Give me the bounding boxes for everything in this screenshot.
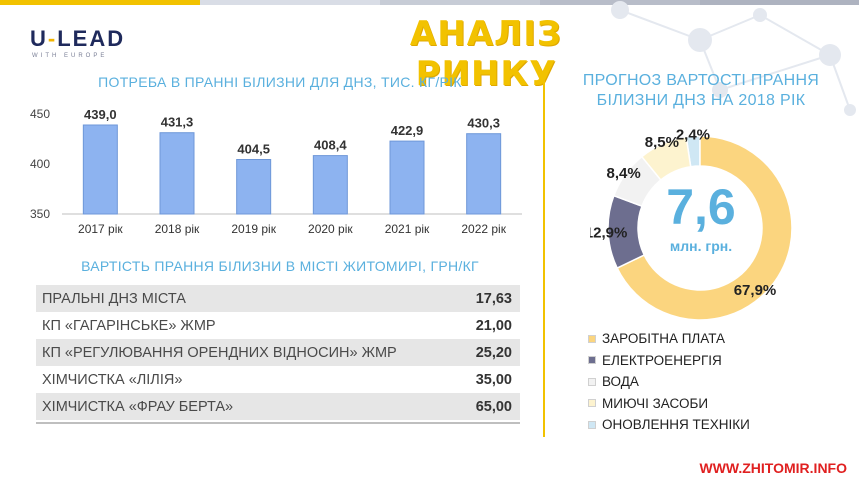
- table-bottom-border: [36, 422, 520, 424]
- slice-percent-label: 12,9%: [590, 224, 627, 241]
- legend-item: МИЮЧІ ЗАСОБИ: [588, 393, 750, 415]
- demand-bar-chart: 350 400 450 439,0 2017 рік 431,3 2018 рік 404,5…: [30, 107, 522, 236]
- row-name: ХІМЧИСТКА «ЛІЛІЯ»: [42, 371, 183, 388]
- x-tick-label: 2020 рік: [308, 222, 353, 236]
- x-tick-label: 2022 рік: [461, 222, 506, 236]
- x-tick-label: 2017 рік: [78, 222, 123, 236]
- legend-swatch: [588, 377, 596, 386]
- price-table: ПРАЛЬНІ ДНЗ МІСТА 17,63 КП «ГАГАРІНСЬКЕ»…: [36, 285, 520, 424]
- x-tick-label: 2019 рік: [231, 222, 276, 236]
- bar: [466, 133, 502, 215]
- strip-segment: [700, 0, 859, 5]
- legend-item: ОНОВЛЕННЯ ТЕХНІКИ: [588, 414, 750, 436]
- y-tick-label: 400: [30, 157, 50, 171]
- legend-item: ЕЛЕКТРОЕНЕРГІЯ: [588, 350, 750, 372]
- row-value: 25,20: [475, 344, 512, 361]
- logo-dash: -: [47, 26, 58, 51]
- logo-subtitle: WITH EUROPE: [32, 53, 108, 59]
- section-divider: [543, 75, 545, 437]
- bar-data-label: 404,5: [237, 142, 270, 157]
- x-tick-label: 2021 рік: [385, 222, 430, 236]
- y-tick-label: 350: [30, 207, 50, 221]
- legend-swatch: [588, 399, 596, 408]
- strip-segment: [380, 0, 540, 5]
- legend-label: ЕЛЕКТРОЕНЕРГІЯ: [602, 352, 722, 368]
- bar-chart-title: ПОТРЕБА В ПРАННІ БІЛИЗНИ ДЛЯ ДНЗ, ТИС. К…: [98, 74, 462, 90]
- legend-swatch: [588, 420, 596, 429]
- legend-label: ВОДА: [602, 374, 639, 390]
- logo-text-right: LEAD: [57, 26, 126, 51]
- bar: [82, 124, 118, 215]
- strip-segment: [0, 0, 200, 5]
- donut-title-line1: ПРОГНОЗ ВАРТОСТІ ПРАННЯ: [582, 72, 820, 89]
- legend-label: МИЮЧІ ЗАСОБИ: [602, 395, 709, 411]
- page-title: АНАЛІЗ РИНКУ: [409, 14, 563, 94]
- strip-segment: [540, 0, 700, 5]
- slice-percent-label: 67,9%: [734, 282, 777, 299]
- bar: [389, 140, 425, 215]
- u-lead-logo: U-LEAD WITH EUROPE: [30, 26, 125, 59]
- legend-label: ЗАРОБІТНА ПЛАТА: [602, 331, 726, 347]
- donut-slice: [640, 136, 692, 182]
- donut-slice: [616, 135, 793, 321]
- row-value: 17,63: [475, 290, 512, 307]
- table-row: КП «РЕГУЛЮВАННЯ ОРЕНДНИХ ВІДНОСИН» ЖМР 2…: [36, 339, 520, 366]
- row-value: 21,00: [475, 317, 512, 334]
- slice-percent-label: 8,4%: [607, 165, 641, 182]
- row-value: 35,00: [475, 371, 512, 388]
- logo-wordmark: U-LEAD: [30, 26, 125, 52]
- strip-segment: [200, 0, 380, 5]
- bar: [312, 155, 348, 215]
- top-color-strip: [0, 0, 859, 5]
- logo-text-left: U: [30, 26, 48, 51]
- table-row: ХІМЧИСТКА «ФРАУ БЕРТА» 65,00: [36, 393, 520, 420]
- bar: [236, 159, 272, 215]
- legend-label: ОНОВЛЕННЯ ТЕХНІКИ: [602, 417, 750, 433]
- row-value: 65,00: [475, 398, 512, 415]
- slice-percent-label: 8,5%: [645, 134, 679, 151]
- legend-swatch: [588, 356, 596, 365]
- donut-legend: ЗАРОБІТНА ПЛАТА ЕЛЕКТРОЕНЕРГІЯ ВОДА МИЮЧІ З…: [588, 328, 750, 436]
- row-name: ПРАЛЬНІ ДНЗ МІСТА: [42, 290, 186, 307]
- legend-item: ВОДА: [588, 371, 750, 393]
- bar-data-label: 439,0: [84, 107, 117, 122]
- cost-donut-chart: 2,4% 67,9% 12,9% 8,4%8,5%: [590, 126, 793, 321]
- table-title: ВАРТІСТЬ ПРАННЯ БІЛИЗНИ В МІСТІ ЖИТОМИРІ…: [81, 258, 479, 274]
- donut-center-value: 7,6: [666, 179, 736, 235]
- table-row: КП «ГАГАРІНСЬКЕ» ЖМР 21,00: [36, 312, 520, 339]
- bar-data-label: 431,3: [161, 115, 194, 130]
- legend-swatch: [588, 334, 596, 343]
- row-name: КП «ГАГАРІНСЬКЕ» ЖМР: [42, 317, 216, 334]
- row-name: ХІМЧИСТКА «ФРАУ БЕРТА»: [42, 398, 234, 415]
- legend-item: ЗАРОБІТНА ПЛАТА: [588, 328, 750, 350]
- bar-data-label: 430,3: [467, 116, 500, 131]
- bar-data-label: 408,4: [314, 138, 347, 153]
- source-credit: WWW.ZHITOMIR.INFO: [699, 460, 848, 476]
- x-tick-label: 2018 рік: [155, 222, 200, 236]
- donut-center-unit: млн. грн.: [669, 238, 733, 254]
- table-row: ХІМЧИСТКА «ЛІЛІЯ» 35,00: [36, 366, 520, 393]
- y-tick-label: 450: [30, 107, 50, 121]
- row-name: КП «РЕГУЛЮВАННЯ ОРЕНДНИХ ВІДНОСИН» ЖМР: [42, 344, 397, 361]
- slice-percent-label: 2,4%: [676, 126, 710, 143]
- table-row: ПРАЛЬНІ ДНЗ МІСТА 17,63: [36, 285, 520, 312]
- bar: [159, 132, 195, 215]
- bar-data-label: 422,9: [391, 123, 424, 138]
- donut-title-line2: БІЛИЗНИ ДНЗ НА 2018 РІК: [596, 92, 806, 109]
